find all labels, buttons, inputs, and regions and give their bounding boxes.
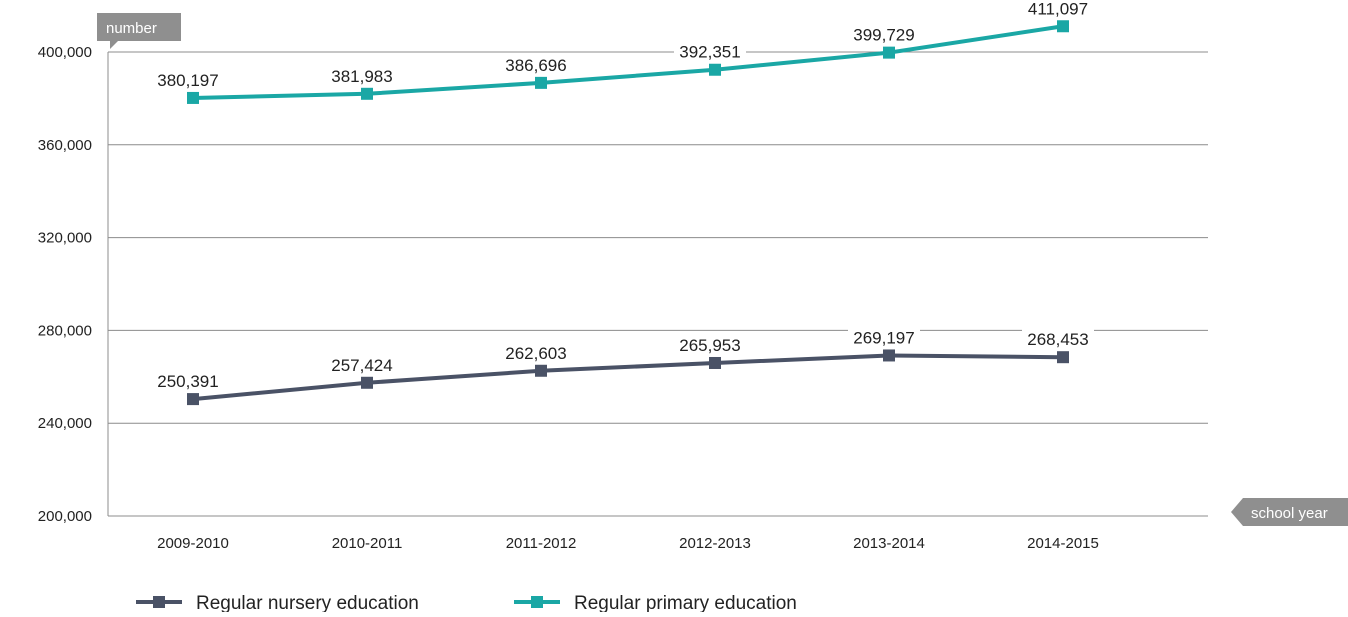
x-tick-label-1: 2010-2011 <box>332 535 403 552</box>
series-0-data-label-2: 262,603 <box>505 344 566 363</box>
y-axis-ticks: 400,000 360,000 320,000 280,000 240,000 200,0… <box>38 44 92 525</box>
y-tick-label-5: 200,000 <box>38 508 92 525</box>
y-tick-label-2: 320,000 <box>38 230 92 247</box>
grid-layer <box>107 51 1208 517</box>
legend-item-primary: Regular primary education <box>514 593 797 614</box>
series-0-point-2 <box>535 364 547 377</box>
y-axis-title-tag-shape <box>97 13 181 49</box>
series-1-label-bg-4 <box>848 23 920 45</box>
series-1-data-label-1: 381,983 <box>331 67 392 86</box>
y-tick-label-1: 360,000 <box>38 137 92 154</box>
series-0-data-label-1: 257,424 <box>331 356 392 375</box>
series-1-label-bg-0 <box>152 68 224 90</box>
series-1-label-bg-3 <box>674 40 746 62</box>
x-tick-label-0: 2009-2010 <box>157 535 229 552</box>
legend: Regular nursery education Regular primar… <box>136 593 797 614</box>
series-0-data-label-0: 250,391 <box>157 372 218 391</box>
legend-swatch-primary-marker <box>531 596 543 608</box>
data-label-layer: 250,391 257,424 262,603 265,953 269,197 268,4… <box>152 0 1094 392</box>
legend-label-primary: Regular primary education <box>574 593 797 612</box>
series-line-0 <box>192 353 1064 402</box>
y-axis-title: number <box>106 20 157 37</box>
x-tick-label-2: 2011-2012 <box>506 535 577 552</box>
legend-label-nursery: Regular nursery education <box>196 593 419 612</box>
x-axis-title-tag-shape <box>1231 498 1348 526</box>
series-1-data-label-4: 399,729 <box>853 26 914 45</box>
series-0-point-4 <box>883 349 895 362</box>
series-1-point-3 <box>709 63 721 76</box>
series-1-point-5 <box>1057 20 1069 33</box>
series-0-label-bg-0 <box>152 370 224 392</box>
series-0-data-label-4: 269,197 <box>853 328 914 347</box>
series-0-point-1 <box>361 376 373 389</box>
series-1-data-label-0: 380,197 <box>157 71 218 90</box>
x-axis-title: school year <box>1251 505 1328 522</box>
y-tick-label-3: 280,000 <box>38 322 92 339</box>
series-1-label-bg-2 <box>500 53 572 75</box>
legend-item-nursery: Regular nursery education <box>136 593 419 614</box>
series-1-data-label-5: 411,097 <box>1028 0 1088 18</box>
series-1-label-bg-1 <box>326 64 398 86</box>
series-line-1 <box>192 24 1064 100</box>
series-1-point-1 <box>361 87 373 100</box>
series-0-label-bg-4 <box>848 326 920 348</box>
series-0-data-label-3: 265,953 <box>679 336 740 355</box>
series-0-label-bg-2 <box>500 341 572 363</box>
x-axis-title-tag: school year <box>1231 498 1348 526</box>
series-0-label-bg-5 <box>1022 328 1094 350</box>
x-tick-label-5: 2014-2015 <box>1027 535 1099 552</box>
x-tick-label-3: 2012-2013 <box>679 535 751 552</box>
series-0-label-bg-3 <box>674 333 746 355</box>
legend-swatch-nursery-marker <box>153 596 165 608</box>
series-layer <box>187 20 1069 406</box>
series-1-data-label-3: 392,351 <box>679 43 740 62</box>
series-1-label-bg-5 <box>1022 0 1094 19</box>
x-tick-label-4: 2013-2014 <box>853 535 925 552</box>
y-tick-label-0: 400,000 <box>38 44 92 61</box>
series-0-label-bg-1 <box>326 353 398 375</box>
series-0-point-0 <box>187 393 199 406</box>
x-axis-ticks: 2009-2010 2010-2011 2011-2012 2012-2013 2013… <box>157 535 1099 552</box>
series-1-point-4 <box>883 46 895 59</box>
series-0-point-3 <box>709 356 721 369</box>
series-0-data-label-5: 268,453 <box>1027 330 1088 349</box>
series-1-point-2 <box>535 76 547 89</box>
series-1-point-0 <box>187 91 199 104</box>
series-0-point-5 <box>1057 351 1069 364</box>
series-1-data-label-2: 386,696 <box>505 56 566 75</box>
y-axis-title-tag: number <box>97 13 181 49</box>
y-tick-label-4: 240,000 <box>38 415 92 432</box>
